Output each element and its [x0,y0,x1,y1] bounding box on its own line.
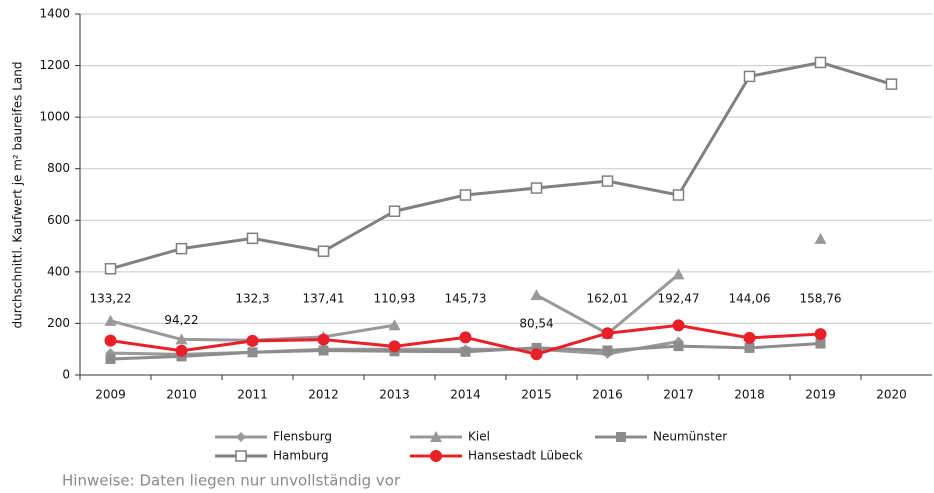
series-line [111,239,821,340]
legend-label: Flensburg [273,430,332,444]
legend-label: Kiel [468,430,490,444]
data-point [815,338,826,349]
data-point [175,242,188,255]
data-label: 133,22 [90,292,132,306]
legend-marker [430,450,442,462]
data-point [530,348,543,361]
data-point [814,328,827,341]
x-tick-label: 2010 [166,388,197,402]
data-point [104,314,117,326]
data-point [459,189,472,201]
data-point [744,342,755,353]
data-label: 192,47 [658,292,700,306]
legend-label: Neumünster [653,430,727,444]
y-tick-label: 1000 [39,110,70,124]
y-tick-label: 600 [47,213,70,227]
data-point [672,268,685,280]
data-point [672,189,685,201]
data-point [743,331,756,344]
data-point [105,354,116,365]
x-tick-label: 2013 [379,388,410,402]
data-label: 94,22 [164,313,198,327]
data-point [885,78,898,90]
data-point [814,232,827,244]
series-line [110,60,892,271]
x-tick-label: 2014 [450,388,481,402]
x-tick-label: 2017 [663,388,694,402]
legend-marker [616,432,626,442]
y-tick-label: 200 [47,316,70,330]
legend-marker [236,432,246,442]
data-label: 132,3 [235,292,269,306]
data-point [672,319,685,332]
data-point [175,333,188,345]
data-label: 162,01 [587,292,629,306]
data-label: 80,54 [519,317,553,331]
data-label: 137,41 [303,292,345,306]
x-tick-label: 2018 [734,388,765,402]
data-point [388,340,401,353]
data-point [673,341,684,352]
data-point [175,344,188,357]
data-point [246,334,259,347]
x-tick-label: 2019 [805,388,836,402]
legend-label: Hansestadt Lübeck [468,449,583,463]
x-tick-label: 2012 [308,388,339,402]
x-tick-label: 2011 [237,388,268,402]
data-point [388,319,401,331]
data-point [247,347,258,358]
data-point [530,289,543,301]
data-label: 144,06 [729,292,771,306]
data-point [531,342,542,353]
data-point [602,345,613,356]
data-label: 158,76 [800,292,842,306]
x-tick-label: 2016 [592,388,623,402]
data-point [460,346,471,357]
y-axis-label: durchschnittl. Kaufwert je m² baureifes … [11,62,25,329]
x-tick-label: 2015 [521,388,552,402]
data-point [601,175,614,187]
data-point [530,182,543,194]
y-tick-label: 1400 [39,7,70,21]
data-point [104,263,117,275]
legend-marker [235,450,247,462]
data-point [246,232,259,245]
y-tick-label: 400 [47,264,70,278]
data-point [104,334,117,347]
note: Hinweise: Daten liegen nur unvollständig… [62,472,401,490]
data-point [743,70,756,83]
data-point [601,327,614,340]
x-tick-label: 2020 [876,388,907,402]
data-point [317,333,330,346]
data-point [318,345,329,356]
data-label: 110,93 [374,292,416,306]
y-tick-label: 0 [62,368,70,382]
legend-marker [430,431,442,442]
data-point [388,205,401,218]
x-tick-label: 2009 [95,388,126,402]
data-point [459,331,472,344]
data-point [317,245,330,257]
data-point [814,56,827,69]
y-tick-label: 1200 [39,58,70,72]
y-tick-label: 800 [47,161,70,175]
legend-label: Hamburg [273,449,329,463]
data-label: 145,73 [445,292,487,306]
